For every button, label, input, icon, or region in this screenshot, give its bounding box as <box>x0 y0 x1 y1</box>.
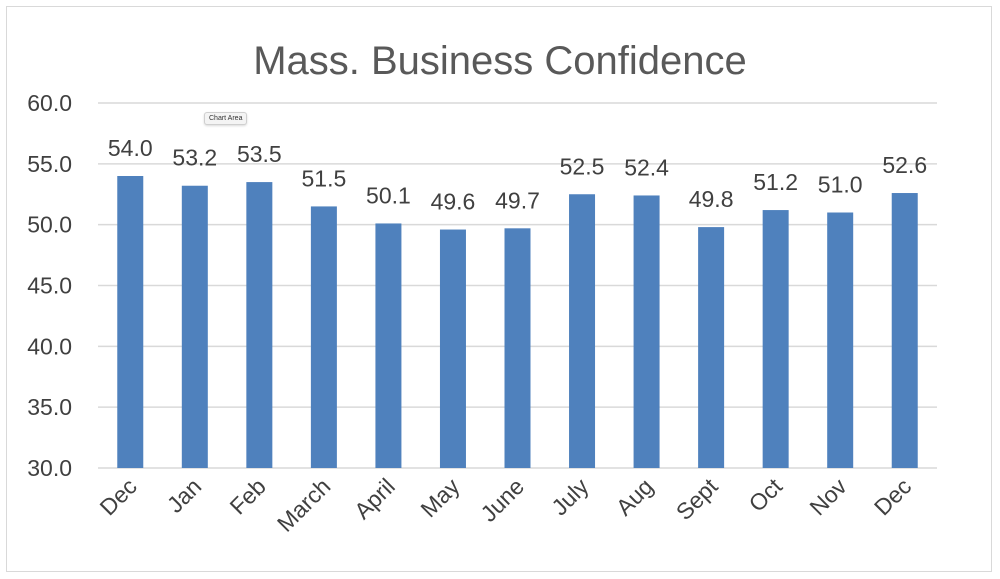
bar-march[interactable] <box>310 206 337 468</box>
y-tick-label: 35.0 <box>27 394 72 420</box>
chart-area-tooltip: Chart Area <box>204 112 248 125</box>
bar-oct[interactable] <box>762 210 789 469</box>
bar-dec[interactable] <box>891 193 918 469</box>
y-tick-label: 60.0 <box>27 90 72 116</box>
bar-feb[interactable] <box>246 182 273 469</box>
x-tick-label: Oct <box>744 473 788 517</box>
y-tick-label: 40.0 <box>27 333 72 359</box>
gridlines <box>98 102 937 469</box>
x-tick-label: Nov <box>804 473 852 521</box>
data-label: 51.5 <box>302 165 347 191</box>
x-tick-label: May <box>415 473 464 522</box>
data-label: 49.6 <box>431 189 476 215</box>
y-tick-label: 50.0 <box>27 212 72 238</box>
data-label: 53.5 <box>237 141 282 167</box>
data-label: 51.2 <box>753 169 798 195</box>
data-label: 49.8 <box>689 186 734 212</box>
x-tick-label: Dec <box>869 473 916 520</box>
bar-sept[interactable] <box>698 227 725 468</box>
x-tick-label: Aug <box>611 473 658 520</box>
bar-july[interactable] <box>569 194 596 468</box>
y-tick-label: 55.0 <box>27 151 72 177</box>
x-tick-label: June <box>475 473 529 527</box>
bar-dec[interactable] <box>117 176 144 468</box>
x-tick-label: April <box>349 473 400 524</box>
x-tick-label: March <box>272 473 336 537</box>
x-tick-label: Dec <box>94 473 141 520</box>
bar-jan[interactable] <box>181 185 208 468</box>
data-label: 50.1 <box>366 182 411 208</box>
data-label: 53.2 <box>172 145 217 171</box>
x-tick-label: July <box>546 473 594 521</box>
x-tick-label: Jan <box>162 473 207 518</box>
y-axis-ticks: 30.0 35.0 40.0 45.0 50.0 55.0 60.0 <box>27 90 72 481</box>
bar-april[interactable] <box>375 223 402 468</box>
data-label: 52.4 <box>624 154 669 180</box>
data-label: 54.0 <box>108 135 153 161</box>
chart-title: Mass. Business Confidence <box>253 39 747 83</box>
bar-june[interactable] <box>504 228 531 468</box>
bars <box>117 176 918 469</box>
x-tick-label: Sept <box>671 473 723 525</box>
bar-may[interactable] <box>439 229 466 468</box>
x-tick-label: Feb <box>224 473 270 519</box>
bar-nov[interactable] <box>827 212 854 469</box>
x-axis-ticks: Dec Jan Feb March April May June July Aug Sept Oct… <box>94 473 916 537</box>
bar-aug[interactable] <box>633 195 660 468</box>
data-label: 51.0 <box>818 172 863 198</box>
data-label: 52.6 <box>882 152 927 178</box>
data-label: 52.5 <box>560 153 605 179</box>
y-tick-label: 30.0 <box>27 455 72 481</box>
data-label: 49.7 <box>495 187 540 213</box>
data-labels: 54.0 53.2 53.5 51.5 50.1 49.6 49.7 52.5 52.4 49.8… <box>108 135 927 215</box>
y-tick-label: 45.0 <box>27 273 72 299</box>
